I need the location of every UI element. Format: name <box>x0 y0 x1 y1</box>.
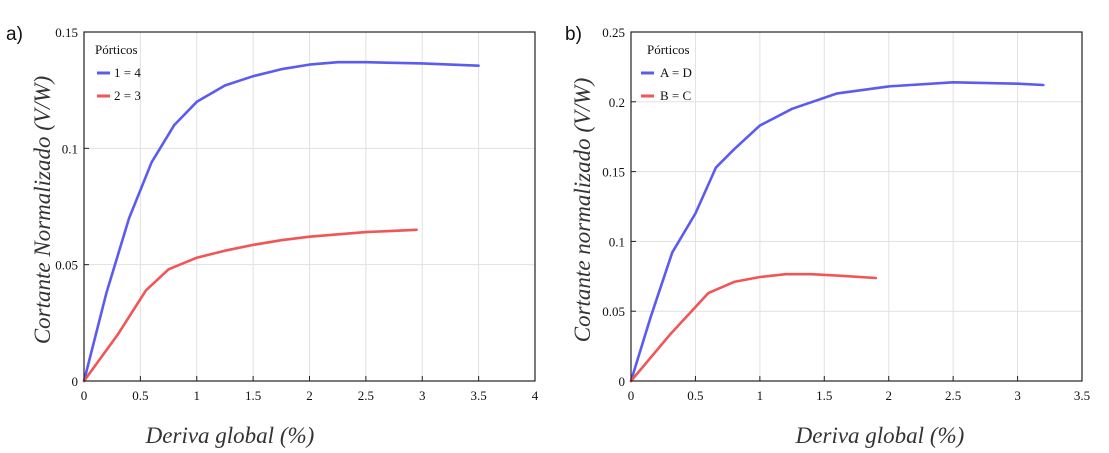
x-tick-label-b: 3.5 <box>1074 388 1090 403</box>
series-line-b-1 <box>629 272 878 383</box>
x-tick-label-b: 0.5 <box>687 388 703 403</box>
panel-label-a: a) <box>6 24 23 45</box>
series-line-a-0 <box>82 60 480 383</box>
y-tick-label-b: 0.05 <box>602 304 625 319</box>
y-tick-label-a: 0.1 <box>62 141 78 156</box>
x-tick-label-a: 3 <box>419 388 426 403</box>
x-tick-label-b: 3 <box>1014 388 1021 403</box>
x-tick-label-a: 4 <box>532 388 539 403</box>
y-tick-label-a: 0 <box>72 374 79 389</box>
legend-a: Pórticos 1 = 4 2 = 3 <box>95 42 141 103</box>
x-tick-label-b: 2.5 <box>945 388 961 403</box>
y-tick-label-b: 0.1 <box>609 234 625 249</box>
y-tick-label-b: 0 <box>619 374 626 389</box>
legend-label-a-1: 2 = 3 <box>114 88 141 103</box>
x-tick-label-a: 0 <box>81 388 88 403</box>
panel-label-b: b) <box>565 24 582 45</box>
y-tick-label-b: 0.2 <box>609 95 625 110</box>
x-tick-label-a: 2.5 <box>358 388 374 403</box>
x-tick-label-b: 1 <box>757 388 764 403</box>
x-tick-label-a: 2 <box>306 388 313 403</box>
series-line-a-1 <box>82 228 418 383</box>
y-tick-label-a: 0.15 <box>55 25 78 40</box>
legend-title-a: Pórticos <box>95 42 138 57</box>
series-line-b-0 <box>629 81 1045 383</box>
legend-label-a-0: 1 = 4 <box>114 65 141 80</box>
x-tick-label-a: 1.5 <box>245 388 261 403</box>
x-axis-title-b: Deriva global (%) <box>795 423 965 448</box>
y-tick-label-a: 0.05 <box>55 258 78 273</box>
legend-b: Pórticos A = D B = C <box>641 42 692 103</box>
legend-label-b-0: A = D <box>660 65 692 80</box>
legend-label-b-1: B = C <box>660 88 691 103</box>
y-tick-label-b: 0.15 <box>602 165 625 180</box>
chart-b: b) 0 0.5 1 1.5 2 2.5 3 3.5 0 0.05 0.1 0.15 0.2 0.25 D… <box>565 24 1090 448</box>
x-tick-label-a: 1 <box>194 388 201 403</box>
x-tick-label-b: 1.5 <box>816 388 832 403</box>
y-axis-title-b: Cortante normalizado (V/W) <box>570 78 595 343</box>
plot-frame-b <box>630 31 1083 382</box>
x-tick-label-a: 3.5 <box>471 388 487 403</box>
y-axis-title-a: Cortante Normalizado (V/W) <box>30 76 55 344</box>
y-tick-label-b: 0.25 <box>602 25 625 40</box>
legend-title-b: Pórticos <box>647 42 690 57</box>
x-tick-label-a: 0.5 <box>132 388 148 403</box>
x-tick-label-b: 0 <box>628 388 635 403</box>
x-axis-title-a: Deriva global (%) <box>145 423 315 448</box>
chart-a: a) 0 0.5 1 1.5 2 2.5 3 3.5 4 0 0.05 0.1 0.15 Deriva … <box>6 24 539 448</box>
x-tick-label-b: 2 <box>885 388 892 403</box>
